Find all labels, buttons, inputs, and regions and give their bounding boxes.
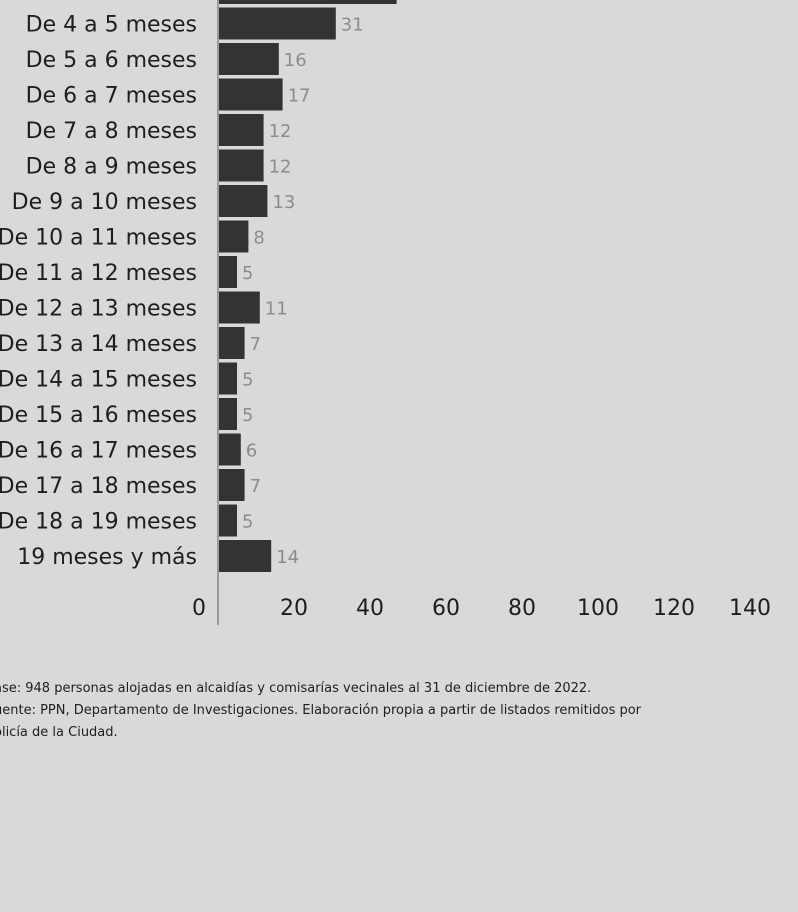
base-note: ase: 948 personas alojadas en alcaidías … bbox=[0, 681, 592, 696]
category-label: De 8 a 9 meses bbox=[26, 155, 197, 180]
bar-chart: De 3 a 4 meses De 4 a 5 meses De 5 a 6 mes… bbox=[0, 0, 771, 625]
chart-notes: ase: 948 personas alojadas en alcaidías … bbox=[0, 678, 794, 744]
x-tick-label: 120 bbox=[653, 596, 695, 621]
bar bbox=[219, 469, 245, 501]
bar bbox=[219, 78, 283, 111]
x-tick-label: 40 bbox=[356, 596, 384, 621]
category-label: De 18 a 19 meses bbox=[0, 510, 197, 535]
value-label: 31 bbox=[341, 15, 364, 36]
x-tick-label: 80 bbox=[508, 596, 536, 621]
bar bbox=[219, 540, 272, 572]
bar bbox=[219, 7, 336, 40]
category-label: De 4 a 5 meses bbox=[26, 13, 197, 38]
x-tick-label: 60 bbox=[432, 596, 460, 621]
value-label: 5 bbox=[242, 512, 253, 533]
value-label: 14 bbox=[276, 547, 299, 568]
value-label: 17 bbox=[288, 86, 311, 107]
bar bbox=[219, 0, 397, 4]
value-label: 13 bbox=[272, 192, 295, 213]
bar bbox=[219, 220, 249, 253]
category-label: De 15 a 16 meses bbox=[0, 403, 197, 428]
category-label: De 14 a 15 meses bbox=[0, 368, 197, 393]
value-label: 5 bbox=[242, 370, 253, 391]
x-tick-label: 100 bbox=[577, 596, 619, 621]
value-label: 16 bbox=[284, 50, 307, 71]
category-label: De 7 a 8 meses bbox=[26, 119, 197, 144]
value-label: 6 bbox=[246, 441, 257, 462]
bar bbox=[219, 504, 237, 537]
value-label: 11 bbox=[265, 299, 288, 320]
category-label: De 5 a 6 meses bbox=[26, 48, 197, 73]
value-label: 7 bbox=[250, 476, 261, 497]
category-label: De 17 a 18 meses bbox=[0, 474, 197, 499]
bar bbox=[219, 114, 264, 146]
bar bbox=[219, 291, 260, 324]
x-tick-label: 20 bbox=[280, 596, 308, 621]
bar bbox=[219, 185, 268, 217]
category-label: De 11 a 12 meses bbox=[0, 261, 197, 286]
category-label: De 9 a 10 meses bbox=[12, 190, 197, 215]
bar bbox=[219, 149, 264, 182]
value-label: 12 bbox=[269, 121, 292, 142]
bar bbox=[219, 362, 237, 395]
category-label: De 6 a 7 meses bbox=[26, 84, 197, 109]
value-label: 5 bbox=[242, 405, 253, 426]
x-tick-label: 0 bbox=[192, 596, 206, 621]
bar bbox=[219, 327, 245, 359]
source-note-line1: uente: PPN, Departamento de Investigacio… bbox=[0, 703, 642, 718]
category-label: 19 meses y más bbox=[17, 545, 197, 570]
category-labels: De 3 a 4 meses De 4 a 5 meses De 5 a 6 mes… bbox=[0, 0, 197, 570]
category-label: De 16 a 17 meses bbox=[0, 439, 197, 464]
source-note-line2: olicía de la Ciudad. bbox=[0, 725, 118, 740]
category-label: De 12 a 13 meses bbox=[0, 297, 197, 322]
x-tick-label: 140 bbox=[729, 596, 771, 621]
value-label: 5 bbox=[242, 263, 253, 284]
bar bbox=[219, 398, 237, 430]
bar bbox=[219, 433, 241, 466]
bars-group bbox=[219, 0, 397, 572]
category-label: De 13 a 14 meses bbox=[0, 332, 197, 357]
x-tick-labels: 02040608010012014016 bbox=[192, 596, 771, 621]
bar bbox=[219, 256, 237, 288]
value-label: 12 bbox=[269, 157, 292, 178]
value-label: 8 bbox=[253, 228, 264, 249]
category-label: De 3 a 4 meses bbox=[26, 0, 197, 2]
value-label: 7 bbox=[250, 334, 261, 355]
category-label: De 10 a 11 meses bbox=[0, 226, 197, 251]
bar bbox=[219, 43, 279, 75]
